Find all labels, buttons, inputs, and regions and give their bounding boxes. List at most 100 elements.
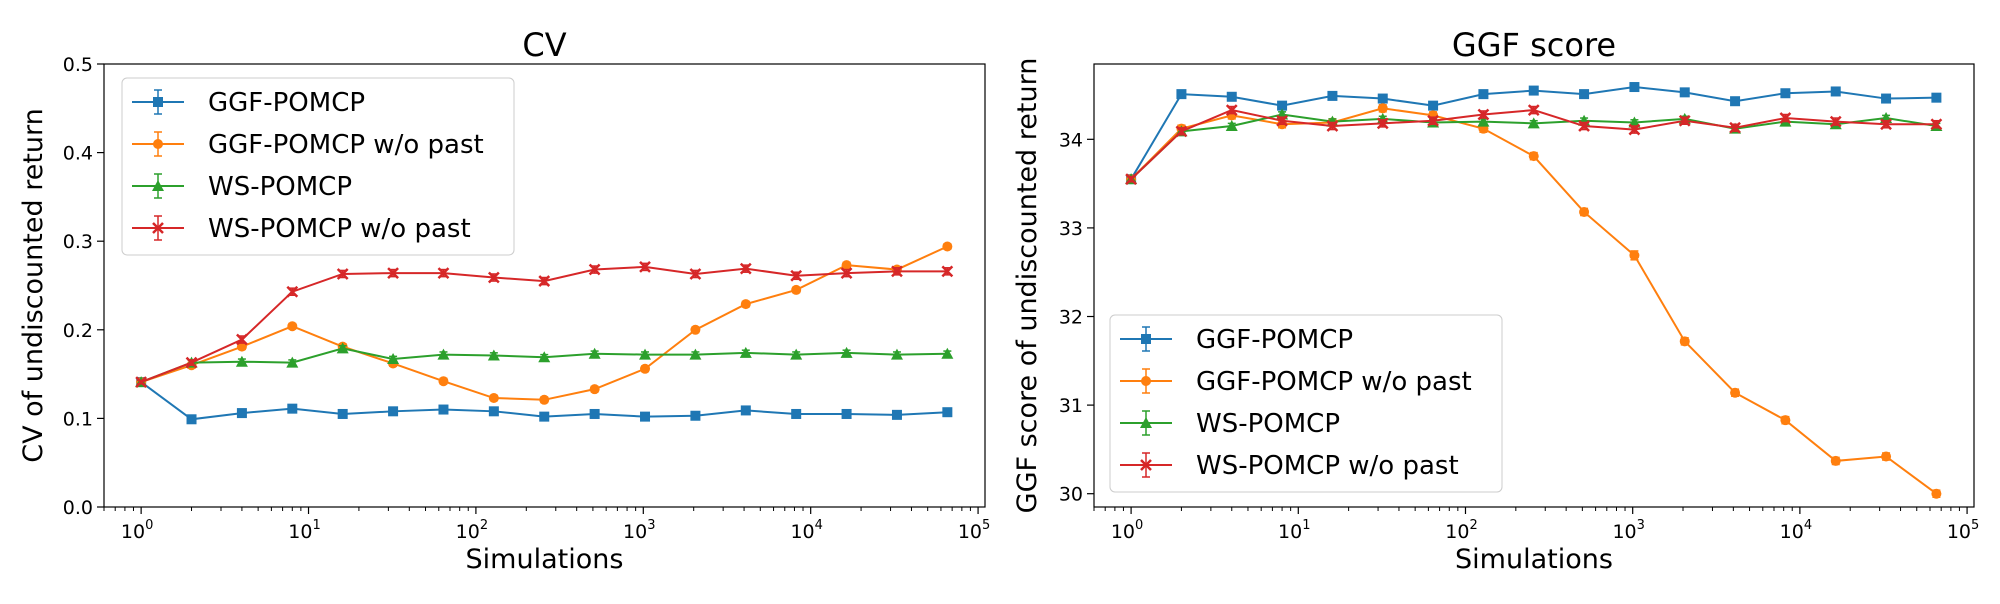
x-tick-label: 100 [1111, 518, 1143, 543]
plot-frame [103, 63, 986, 508]
data-point [1376, 117, 1389, 130]
legend-marker [153, 97, 163, 107]
data-point [287, 321, 298, 332]
legend-item: GGF-POMCP [132, 88, 365, 118]
data-point [690, 324, 701, 335]
data-point [387, 353, 400, 365]
legend-item: WS-POMCP w/o past [1120, 451, 1459, 481]
x-tick-label: 105 [958, 518, 990, 543]
x-tick-exponent: 1 [1302, 518, 1310, 533]
x-tick-label: 102 [456, 518, 488, 543]
series-4 [1125, 104, 1943, 186]
x-tick-exponent: 1 [312, 518, 320, 533]
y-tick-label: 30 [1059, 484, 1083, 506]
data-point [437, 267, 450, 279]
data-point [1427, 114, 1439, 127]
x-tick-label: 102 [1445, 518, 1477, 543]
data-point [1880, 118, 1892, 131]
data-point [1377, 103, 1388, 114]
data-point [1277, 100, 1288, 111]
data-point [739, 262, 752, 275]
legend-marker [1141, 376, 1151, 386]
x-tick-exponent: 4 [1804, 518, 1812, 533]
data-point [487, 271, 500, 284]
data-point [1579, 206, 1590, 217]
data-point [1780, 415, 1791, 426]
data-point [1830, 455, 1841, 466]
data-point [689, 268, 702, 280]
data-point [588, 347, 601, 359]
y-tick-label: 32 [1059, 307, 1083, 329]
y-tick-label: 31 [1059, 395, 1083, 417]
legend-label: GGF-POMCP [1196, 325, 1353, 355]
data-point [1780, 88, 1791, 99]
legend-label: GGF-POMCP [208, 88, 365, 118]
data-point [640, 411, 651, 422]
data-point [1628, 116, 1641, 128]
data-point [689, 348, 702, 360]
data-point [538, 275, 551, 287]
data-point [186, 414, 197, 425]
data-point [1628, 123, 1641, 136]
data-point [1881, 93, 1892, 104]
legend-item: GGF-POMCP [1120, 325, 1353, 355]
data-point [539, 394, 550, 405]
data-point [589, 408, 600, 419]
data-point [336, 342, 349, 354]
data-point [1730, 96, 1741, 107]
data-point [1326, 120, 1339, 132]
y-tick-label: 33 [1059, 218, 1083, 240]
x-tick-label: 103 [1612, 518, 1644, 543]
data-point [840, 267, 853, 279]
data-point [185, 356, 198, 369]
y-tick-label: 0.5 [63, 54, 93, 76]
data-point [1428, 100, 1439, 111]
data-point [438, 376, 449, 387]
data-point [388, 406, 399, 417]
data-point [588, 263, 601, 276]
data-point [1678, 114, 1691, 127]
data-point [1528, 151, 1539, 162]
data-point [639, 261, 651, 273]
data-point [791, 408, 802, 419]
legend-label: WS-POMCP [1196, 409, 1340, 439]
data-point [942, 241, 953, 252]
data-point [740, 405, 751, 416]
x-tick-exponent: 5 [982, 518, 990, 533]
data-point [1829, 115, 1842, 128]
x-tick-label: 104 [790, 518, 822, 543]
data-point [1527, 104, 1540, 116]
legend-item: WS-POMCP [1120, 409, 1340, 439]
y-tick-label: 0.1 [63, 408, 93, 430]
data-point [840, 346, 853, 358]
x-tick-label: 101 [1278, 518, 1310, 543]
data-point [941, 265, 954, 278]
x-axis-label: Simulations [1455, 544, 1613, 575]
data-point [1931, 92, 1942, 103]
y-tick-label: 0.3 [63, 231, 93, 253]
legend-label: WS-POMCP [208, 172, 352, 202]
y-tick-label: 0.2 [63, 320, 93, 342]
data-point [941, 347, 954, 359]
series-line [140, 245, 948, 401]
data-point [337, 408, 348, 419]
data-point [1930, 118, 1943, 131]
series-line [1130, 86, 1937, 180]
x-axis-label: Simulations [466, 544, 624, 575]
data-point [1830, 86, 1841, 97]
x-tick-exponent: 2 [480, 518, 488, 533]
series-1 [136, 377, 953, 425]
data-point [1477, 108, 1490, 121]
data-point [589, 384, 600, 395]
data-point [1478, 89, 1489, 100]
y-tick-label: 34 [1059, 129, 1083, 151]
legend-marker [152, 222, 164, 234]
chart-title: GGF score [1452, 26, 1616, 64]
data-point [1125, 173, 1137, 186]
data-point [1931, 488, 1942, 499]
legend-item: WS-POMCP w/o past [132, 214, 471, 244]
chart-title: CV [522, 26, 566, 64]
data-point [538, 351, 551, 363]
data-point [1377, 93, 1388, 104]
